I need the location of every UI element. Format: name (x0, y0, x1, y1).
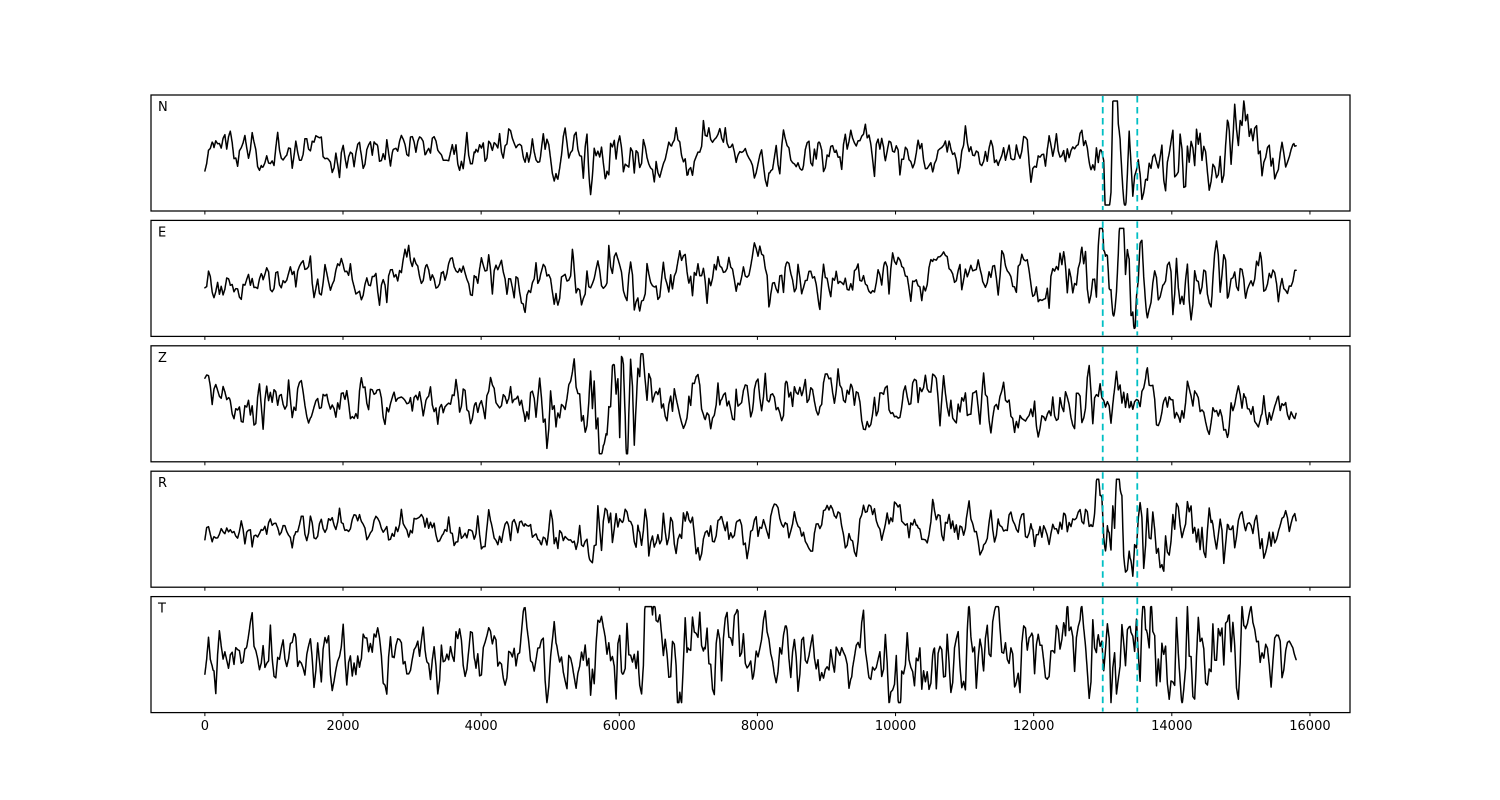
panel-R: R (150, 470, 1351, 591)
x-tick-label: 10000 (875, 719, 916, 734)
x-tick-label: 0 (201, 719, 209, 734)
trace-Z (204, 353, 1297, 455)
panel-label: Z (158, 351, 167, 366)
panel-Z: Z (150, 345, 1351, 466)
panel-border (150, 470, 1351, 588)
x-tick-label: 2000 (326, 719, 359, 734)
panel-E: E (150, 219, 1351, 340)
panel-border (150, 595, 1351, 714)
panel-label: E (158, 225, 166, 240)
panel-border (150, 345, 1351, 463)
panel-N: N (150, 94, 1351, 215)
trace-E (204, 227, 1297, 330)
trace-N (204, 100, 1297, 206)
panel-border (150, 94, 1351, 212)
panel-T: T 0 2000 4000 6000 8000 10000 12000 14000 16000 (150, 595, 1351, 734)
x-tick-label: 8000 (741, 719, 774, 734)
x-tick-label: 6000 (603, 719, 636, 734)
trace-T (204, 605, 1297, 704)
x-tick-label: 12000 (1013, 719, 1054, 734)
x-tick-label: 14000 (1151, 719, 1192, 734)
panel-border (150, 219, 1351, 338)
panel-label: T (157, 602, 166, 617)
x-tick-label: 16000 (1289, 719, 1330, 734)
panel-label: N (158, 100, 168, 115)
x-tick-label: 4000 (465, 719, 498, 734)
trace-R (204, 478, 1297, 577)
panel-label: R (158, 476, 167, 491)
